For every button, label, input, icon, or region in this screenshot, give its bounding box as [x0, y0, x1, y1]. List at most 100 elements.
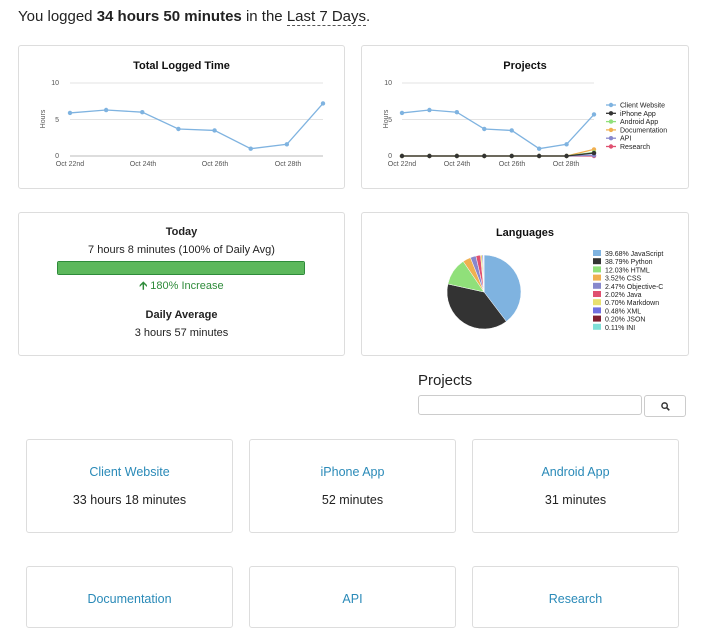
x-tick-label: Oct 26th	[202, 161, 229, 168]
project-time: 31 minutes	[473, 493, 678, 507]
project-card-api: API	[249, 566, 456, 628]
project-card-research: Research	[472, 566, 679, 628]
range-selector[interactable]: Last 7 Days	[287, 8, 366, 26]
legend-label: 0.48% XML	[605, 308, 641, 315]
project-time: 33 hours 18 minutes	[27, 493, 232, 507]
legend-swatch	[593, 258, 601, 264]
legend-label: Research	[620, 144, 650, 151]
legend-label: Android App	[620, 119, 658, 126]
legend-label: Documentation	[620, 127, 667, 134]
total-time-chart: Hours 10 5 0 Oct 22nd Oct 24th Oct 26th …	[19, 46, 344, 188]
project-link[interactable]: Documentation	[27, 592, 232, 606]
x-tick-label: Oct 28th	[553, 161, 580, 168]
project-link[interactable]: Client Website	[27, 465, 232, 479]
legend-swatch	[593, 250, 601, 256]
legend-label: Client Website	[620, 103, 665, 110]
legend-label: 2.02% Java	[605, 292, 642, 299]
x-tick-label: Oct 28th	[275, 161, 302, 168]
legend-swatch	[593, 316, 601, 322]
y-tick-label: 5	[55, 117, 59, 124]
legend-swatch	[593, 266, 601, 272]
summary-suffix: .	[366, 8, 370, 25]
data-point	[427, 154, 431, 158]
summary-headline: You logged 34 hours 50 minutes in the La…	[18, 8, 370, 25]
y-tick-label: 0	[388, 153, 392, 160]
daily-average-value: 3 hours 57 minutes	[19, 327, 344, 339]
legend-marker	[609, 128, 613, 132]
data-point	[482, 154, 486, 158]
x-tick-label: Oct 24th	[130, 161, 157, 168]
data-point	[104, 108, 108, 112]
data-point	[592, 112, 596, 116]
legend-label: 2.47% Objective-C	[605, 284, 663, 291]
project-search-input[interactable]	[418, 395, 642, 415]
today-title: Today	[19, 226, 344, 238]
search-icon	[661, 402, 670, 411]
legend-marker	[609, 111, 613, 115]
legend-swatch	[593, 283, 601, 289]
project-link[interactable]: Research	[473, 592, 678, 606]
increase-text: 180% Increase	[150, 280, 223, 292]
project-card-android-app: Android App 31 minutes	[472, 439, 679, 533]
project-link[interactable]: API	[250, 592, 455, 606]
data-point	[249, 147, 253, 151]
data-point	[564, 154, 568, 158]
y-tick-label: 5	[388, 117, 392, 124]
daily-average-title: Daily Average	[19, 309, 344, 321]
data-point	[592, 151, 596, 155]
project-link[interactable]: iPhone App	[250, 465, 455, 479]
data-point	[140, 110, 144, 114]
legend-swatch	[593, 324, 601, 330]
project-time: 52 minutes	[250, 493, 455, 507]
y-tick-label: 10	[384, 80, 392, 87]
legend-swatch	[593, 299, 601, 305]
legend-marker	[609, 136, 613, 140]
legend-label: 0.11% INI	[605, 325, 635, 332]
legend-swatch	[593, 275, 601, 281]
data-point	[510, 128, 514, 132]
summary-prefix: You logged	[18, 8, 93, 25]
project-card-iphone-app: iPhone App 52 minutes	[249, 439, 456, 533]
projects-chart: Hours 10 5 0 Oct 22nd Oct 24th Oct 26th …	[362, 46, 688, 188]
legend-label: 38.79% Python	[605, 259, 653, 266]
data-point	[212, 128, 216, 132]
legend-marker	[609, 144, 613, 148]
arrow-up-icon: 🡩	[139, 280, 147, 292]
search-button[interactable]	[644, 395, 686, 417]
data-point	[564, 142, 568, 146]
legend-label: API	[620, 136, 631, 143]
data-point	[176, 127, 180, 131]
projects-chart-panel: Projects Hours 10 5 0 Oct 22nd Oct 24th …	[361, 45, 689, 189]
data-point	[510, 154, 514, 158]
data-point	[400, 154, 404, 158]
y-axis-label: Hours	[40, 109, 47, 128]
data-point	[285, 142, 289, 146]
data-point	[400, 111, 404, 115]
summary-middle: in the	[246, 8, 283, 25]
legend-marker	[609, 103, 613, 107]
data-point	[537, 147, 541, 151]
legend-marker	[609, 119, 613, 123]
legend-label: 0.20% JSON	[605, 317, 645, 324]
legend-label: iPhone App	[620, 111, 656, 118]
data-point	[537, 154, 541, 158]
daily-progress-fill	[58, 262, 304, 274]
today-subtitle: 7 hours 8 minutes (100% of Daily Avg)	[19, 244, 344, 256]
data-point	[427, 108, 431, 112]
x-tick-label: Oct 24th	[444, 161, 471, 168]
increase-indicator: 🡩 180% Increase	[19, 277, 344, 296]
data-point	[482, 127, 486, 131]
project-link[interactable]: Android App	[473, 465, 678, 479]
x-tick-label: Oct 22nd	[388, 161, 417, 168]
daily-progress-bar	[57, 261, 305, 275]
x-tick-label: Oct 22nd	[56, 161, 85, 168]
today-panel: Today 7 hours 8 minutes (100% of Daily A…	[18, 212, 345, 356]
x-tick-label: Oct 26th	[499, 161, 526, 168]
legend-swatch	[593, 291, 601, 297]
legend-swatch	[593, 307, 601, 313]
legend-label: 39.68% JavaScript	[605, 251, 663, 258]
data-point	[455, 154, 459, 158]
data-point	[68, 111, 72, 115]
